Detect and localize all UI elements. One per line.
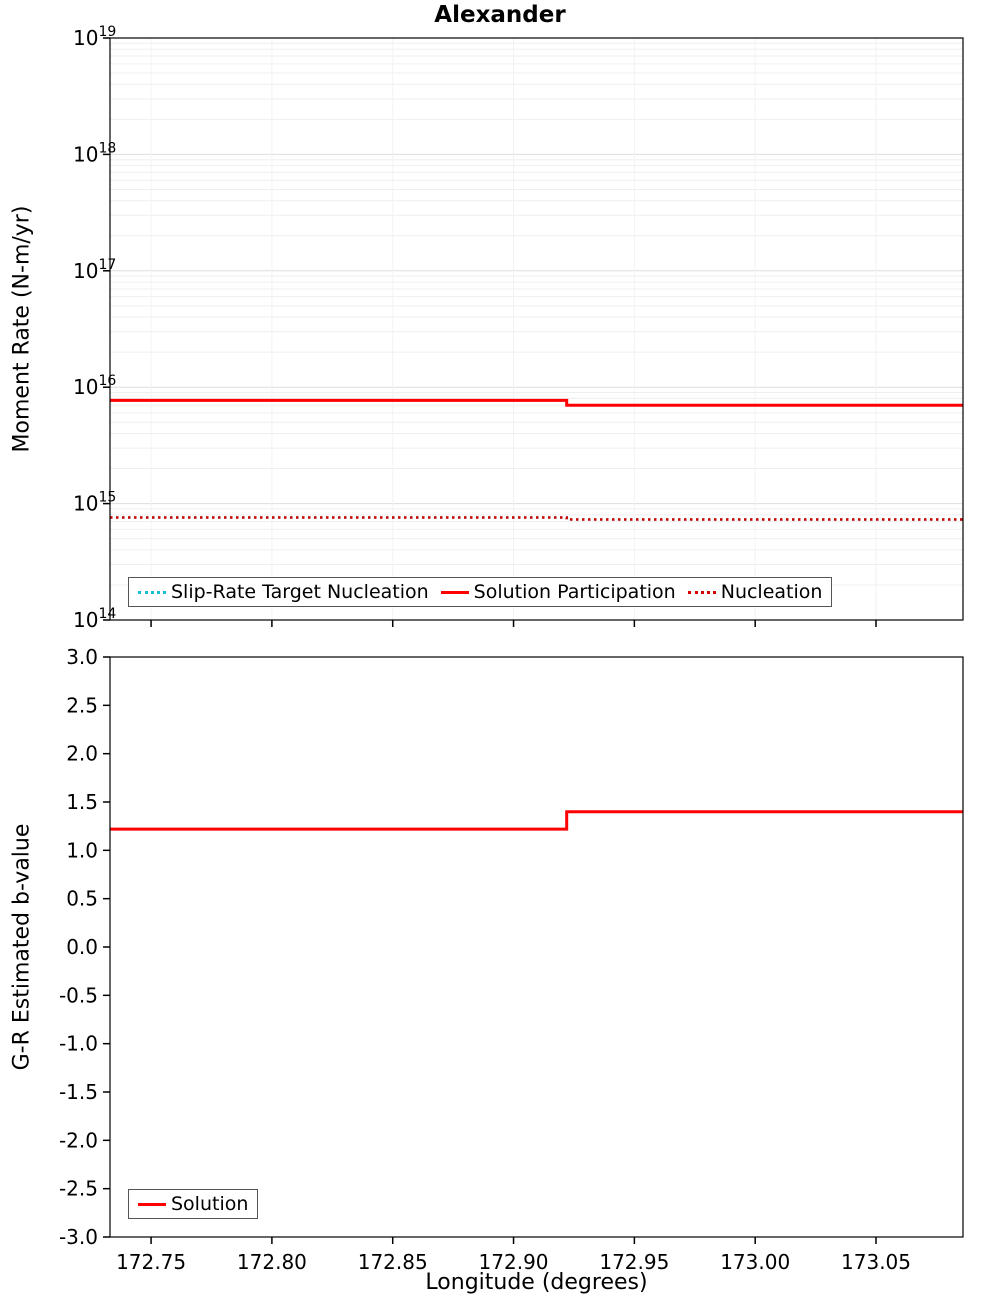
x-tick-label: 172.95 [599, 1250, 669, 1274]
legend-item-solution: Solution [138, 1193, 248, 1215]
y-tick-label: -0.5 [59, 983, 98, 1007]
x-tick-label: 172.90 [479, 1250, 549, 1274]
y-tick-label: 1014 [73, 606, 116, 632]
y-tick-label: 1.5 [66, 790, 98, 814]
x-tick-label: 172.85 [358, 1250, 428, 1274]
moment-rate-legend: Slip-Rate Target Nucleation Solution Part… [128, 577, 833, 607]
series-solution-participation [110, 398, 963, 407]
dotted-line-swatch-icon [687, 590, 716, 594]
x-axis-label: Longitude (degrees) [425, 1270, 648, 1295]
x-tick-label: 173.05 [841, 1250, 911, 1274]
y-tick-label: 1.0 [66, 838, 98, 862]
y-tick-label: -1.0 [59, 1032, 98, 1056]
y-tick-label: 3.0 [66, 645, 98, 669]
y-tick-label: 2.0 [66, 742, 98, 766]
chart-title: Alexander [434, 2, 566, 28]
legend-item-slip-rate-target-nucleation: Slip-Rate Target Nucleation [138, 581, 429, 603]
solid-line-swatch-icon [138, 1202, 166, 1206]
x-tick-label: 172.80 [237, 1250, 307, 1274]
plot-border [109, 37, 964, 621]
legend-label: Nucleation [720, 581, 823, 603]
y-tick-label: -2.5 [59, 1177, 98, 1201]
legend-item-solution-participation: Solution Participation [440, 581, 676, 603]
legend-label: Slip-Rate Target Nucleation [171, 581, 429, 603]
y-tick-label: 0.5 [66, 887, 98, 911]
y-tick-label: 0.0 [66, 935, 98, 959]
x-tick-label: 172.75 [116, 1250, 186, 1274]
b-value-chart: 3.0 2.5 2.0 1.5 1.0 0.5 0.0 -0.5 -1.0 -1.5 -2.0 -2.… [59, 645, 964, 1274]
y-tick-label: 2.5 [66, 693, 98, 717]
plot-border [109, 656, 964, 1238]
solid-line-swatch-icon [440, 590, 469, 594]
y-tick-label: -2.0 [59, 1128, 98, 1152]
x-tick-label: 173.00 [720, 1250, 790, 1274]
series-solution [110, 810, 963, 831]
legend-label: Solution [171, 1193, 249, 1215]
series-nucleation [110, 516, 963, 521]
y-tick-label: -3.0 [59, 1225, 98, 1249]
y-tick-label: 1016 [73, 373, 116, 399]
legend-label: Solution Participation [473, 581, 676, 603]
legend-item-nucleation: Nucleation [687, 581, 823, 603]
dotted-line-swatch-icon [138, 590, 166, 594]
b-value-legend: Solution [128, 1189, 259, 1219]
y-tick-label: -1.5 [59, 1080, 98, 1104]
